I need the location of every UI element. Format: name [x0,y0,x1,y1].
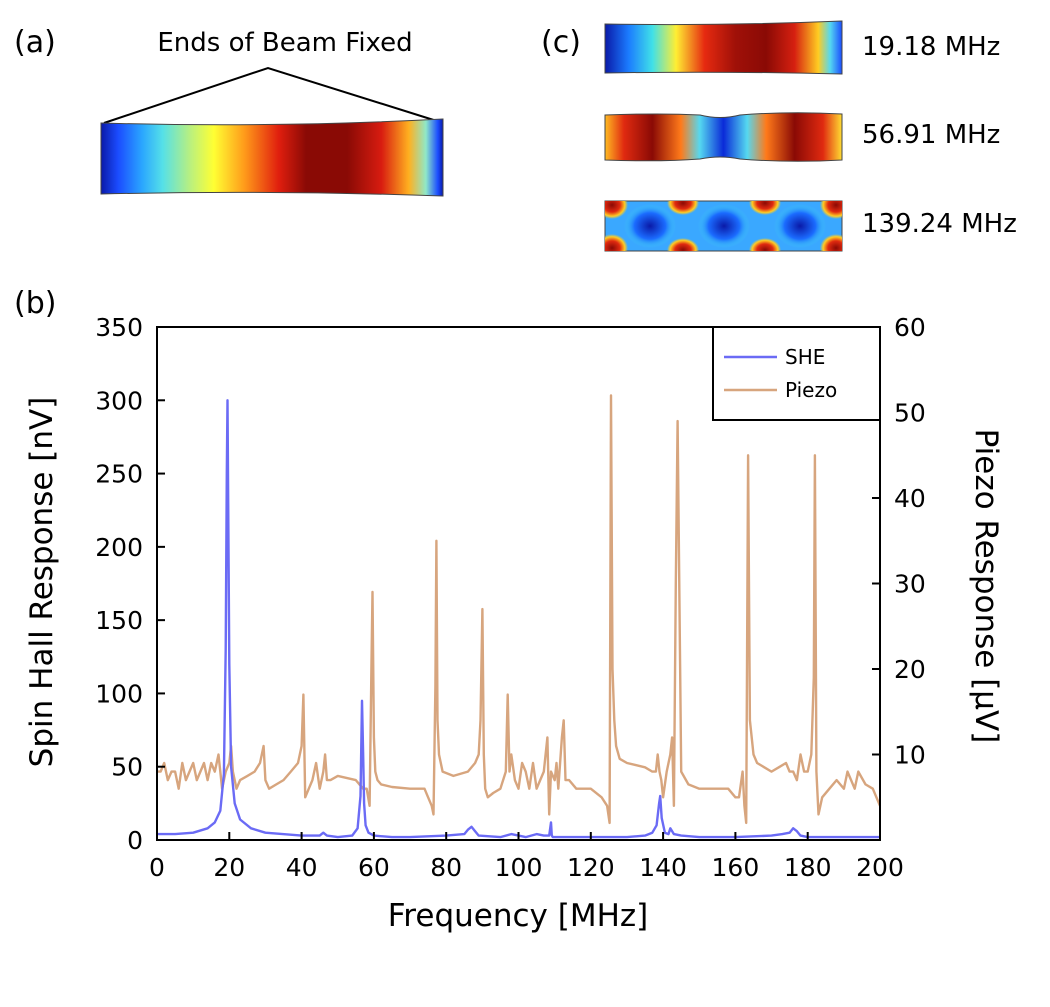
x-tick-label: 160 [712,853,760,882]
series-line-she [157,399,880,839]
y-tick-label: 100 [95,679,143,708]
legend-label-she: SHE [785,345,825,369]
y-tick-label: 0 [127,826,143,855]
beam-annotation: Ends of Beam Fixed [157,28,412,58]
mode-shape-1 [604,20,843,75]
legend-label-piezo: Piezo [785,378,837,402]
legend: SHE Piezo [712,326,881,421]
y-tick-label: 150 [95,606,143,635]
legend-box [712,326,881,421]
plot-series [157,394,882,839]
fixed-ends-pointer [103,66,441,124]
x-tick-label: 140 [639,853,687,882]
series-line-piezo [157,394,882,825]
x-tick-label: 80 [430,853,462,882]
y-tick-label: 300 [95,386,143,415]
panel-c-label: (c) [541,25,581,60]
panel-a-label: (a) [14,25,56,60]
x-tick-label: 0 [149,853,165,882]
y2-tick-label: 10 [894,741,926,770]
x-tick-label: 200 [856,853,904,882]
axis-ticks: 0 20 40 60 80 100 120 140 160 180 200 0 50 100 150 200 2… [95,313,926,882]
y2-tick-label: 60 [894,313,926,342]
y2-axis-title: Piezo Response [μV] [968,429,1004,744]
mode-shape-3 [604,200,843,252]
y2-tick-label: 20 [894,655,926,684]
mode-shape-2 [604,112,843,162]
x-tick-label: 180 [784,853,832,882]
y2-tick-label: 30 [894,570,926,599]
y-tick-label: 50 [111,753,143,782]
mode-frequency-3: 139.24 MHz [862,209,1017,239]
y2-tick-label: 50 [894,399,926,428]
x-tick-label: 120 [567,853,615,882]
x-tick-label: 100 [495,853,543,882]
x-tick-label: 20 [213,853,245,882]
beam-mode-shape [100,118,444,197]
mode-frequency-2: 56.91 MHz [862,120,1000,150]
y-tick-label: 200 [95,533,143,562]
panel-b-label: (b) [14,286,56,321]
x-tick-label: 60 [358,853,390,882]
x-tick-label: 40 [286,853,318,882]
x-axis-title: Frequency [MHz] [388,898,649,934]
mode-frequency-1: 19.18 MHz [862,32,1000,62]
y-tick-label: 350 [95,313,143,342]
y2-tick-label: 40 [894,484,926,513]
y-tick-label: 250 [95,460,143,489]
y-axis-title: Spin Hall Response [nV] [24,397,60,768]
